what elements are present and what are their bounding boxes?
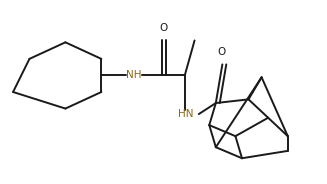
Text: O: O — [159, 23, 168, 33]
Text: HN: HN — [178, 109, 193, 119]
Text: NH: NH — [126, 70, 141, 80]
Text: O: O — [217, 47, 226, 57]
